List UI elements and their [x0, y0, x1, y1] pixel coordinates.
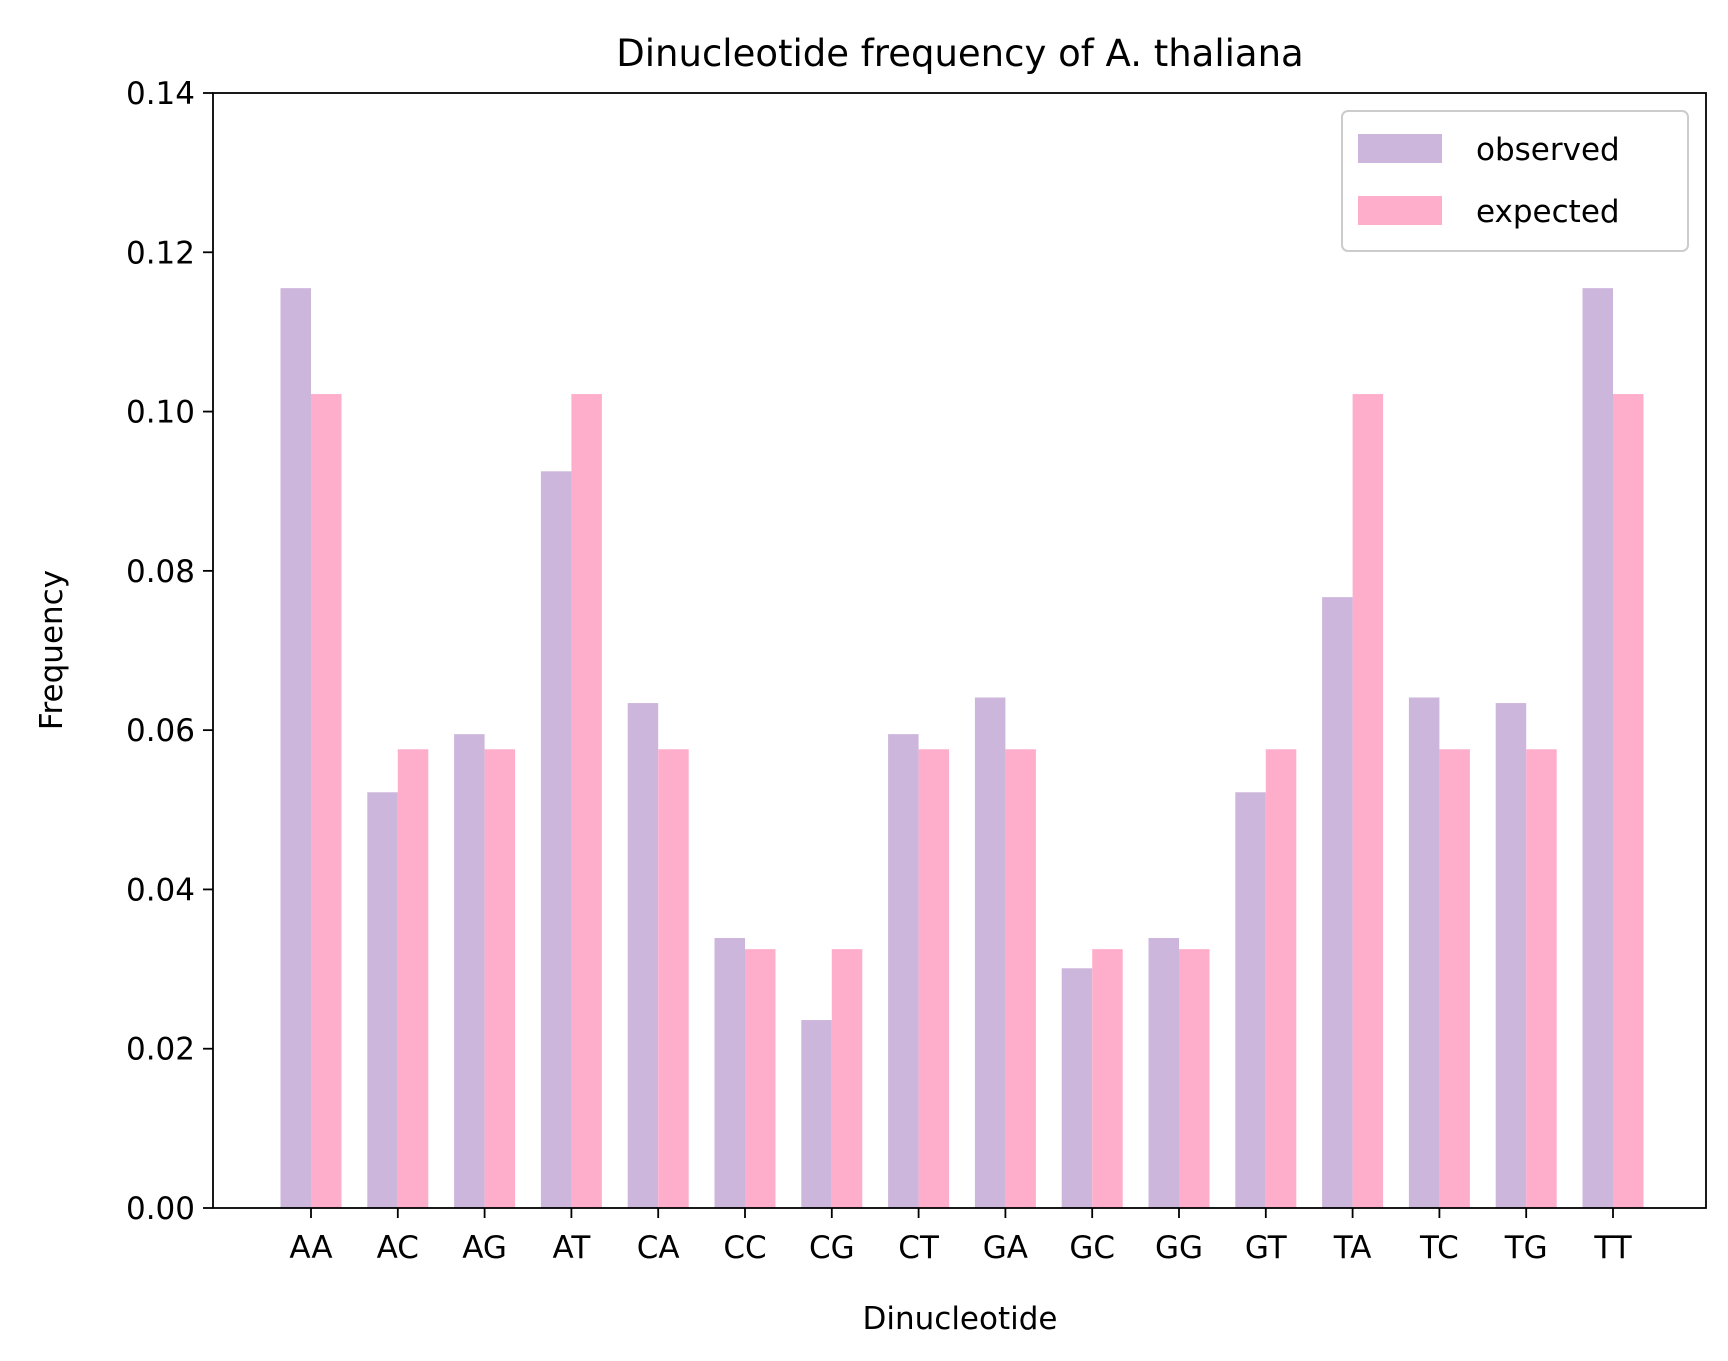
y-tick-label: 0.06	[126, 713, 195, 749]
x-tick-label-TG: TG	[1504, 1230, 1548, 1266]
x-tick-label-CC: CC	[723, 1230, 766, 1266]
x-tick-label-CT: CT	[898, 1230, 940, 1266]
x-tick-label-CG: CG	[809, 1230, 855, 1266]
bar-observed-CC	[714, 938, 745, 1208]
x-axis: AA AC AG AT CA CC CG CT GA GC GG GT TA TC TG TT	[289, 1208, 1633, 1266]
x-tick-label-CA: CA	[637, 1230, 680, 1266]
bar-observed-GG	[1148, 938, 1179, 1208]
bar-observed-TA	[1322, 597, 1353, 1208]
bar-expected-CC	[745, 949, 776, 1208]
bar-expected-CA	[658, 749, 689, 1208]
x-tick-label-GT: GT	[1245, 1230, 1288, 1266]
bar-expected-GC	[1092, 949, 1123, 1208]
y-tick-label: 0.04	[126, 872, 195, 908]
bar-observed-GT	[1235, 792, 1266, 1208]
legend-swatch-observed	[1358, 134, 1442, 163]
bar-expected-TG	[1526, 749, 1557, 1208]
bar-observed-GC	[1061, 968, 1093, 1208]
y-tick-label: 0.00	[126, 1191, 195, 1227]
bar-observed-TC	[1408, 697, 1440, 1208]
bar-observed-CA	[627, 703, 659, 1208]
bar-expected-AC	[397, 749, 429, 1208]
bar-observed-AA	[280, 288, 311, 1209]
x-tick-label-GC: GC	[1069, 1230, 1115, 1266]
y-axis-label: Frequency	[34, 570, 70, 730]
bar-observed-CG	[801, 1020, 832, 1208]
y-tick-label: 0.02	[126, 1032, 195, 1068]
bar-expected-AT	[571, 394, 602, 1208]
x-tick-label-AG: AG	[462, 1230, 507, 1266]
legend-label-expected: expected	[1476, 194, 1620, 230]
bar-expected-AG	[484, 749, 516, 1208]
chart-title: Dinucleotide frequency of A. thaliana	[616, 32, 1303, 75]
bar-expected-GA	[1005, 749, 1036, 1208]
bar-expected-CT	[918, 749, 950, 1208]
bar-expected-AA	[311, 394, 342, 1208]
x-tick-label-AT: AT	[553, 1230, 592, 1266]
bar-expected-CG	[831, 949, 863, 1208]
bar-observed-TT	[1582, 288, 1613, 1209]
bar-observed-CT	[888, 734, 919, 1209]
y-tick-label: 0.08	[126, 554, 195, 590]
bar-expected-TC	[1439, 749, 1470, 1208]
bar-expected-GT	[1265, 749, 1297, 1208]
x-tick-label-AA: AA	[289, 1230, 332, 1266]
bar-observed-GA	[974, 697, 1006, 1208]
x-tick-label-AC: AC	[377, 1230, 419, 1266]
legend: observed expected	[1341, 110, 1689, 252]
legend-swatch-expected	[1358, 196, 1442, 225]
bars-layer	[280, 288, 1644, 1209]
y-tick-label: 0.10	[126, 395, 195, 431]
x-tick-label-GG: GG	[1155, 1230, 1203, 1266]
y-tick-label: 0.14	[126, 76, 195, 112]
bar-observed-TG	[1495, 703, 1527, 1208]
x-tick-label-TT: TT	[1593, 1230, 1632, 1266]
x-tick-label-GA: GA	[983, 1230, 1028, 1266]
bar-expected-TT	[1613, 394, 1644, 1208]
plot-frame	[212, 92, 1707, 1209]
bar-expected-TA	[1352, 394, 1384, 1208]
legend-label-observed: observed	[1476, 132, 1620, 168]
bar-expected-GG	[1179, 949, 1210, 1208]
bar-observed-AC	[367, 792, 398, 1208]
y-axis: 0.00 0.02 0.04 0.06 0.08 0.10 0.12 0.14	[126, 76, 213, 1227]
x-tick-label-TC: TC	[1419, 1230, 1459, 1266]
bar-observed-AT	[540, 471, 572, 1208]
x-axis-label: Dinucleotide	[863, 1301, 1058, 1337]
bar-observed-AG	[454, 734, 485, 1209]
y-tick-label: 0.12	[126, 235, 195, 271]
x-tick-label-TA: TA	[1333, 1230, 1372, 1266]
